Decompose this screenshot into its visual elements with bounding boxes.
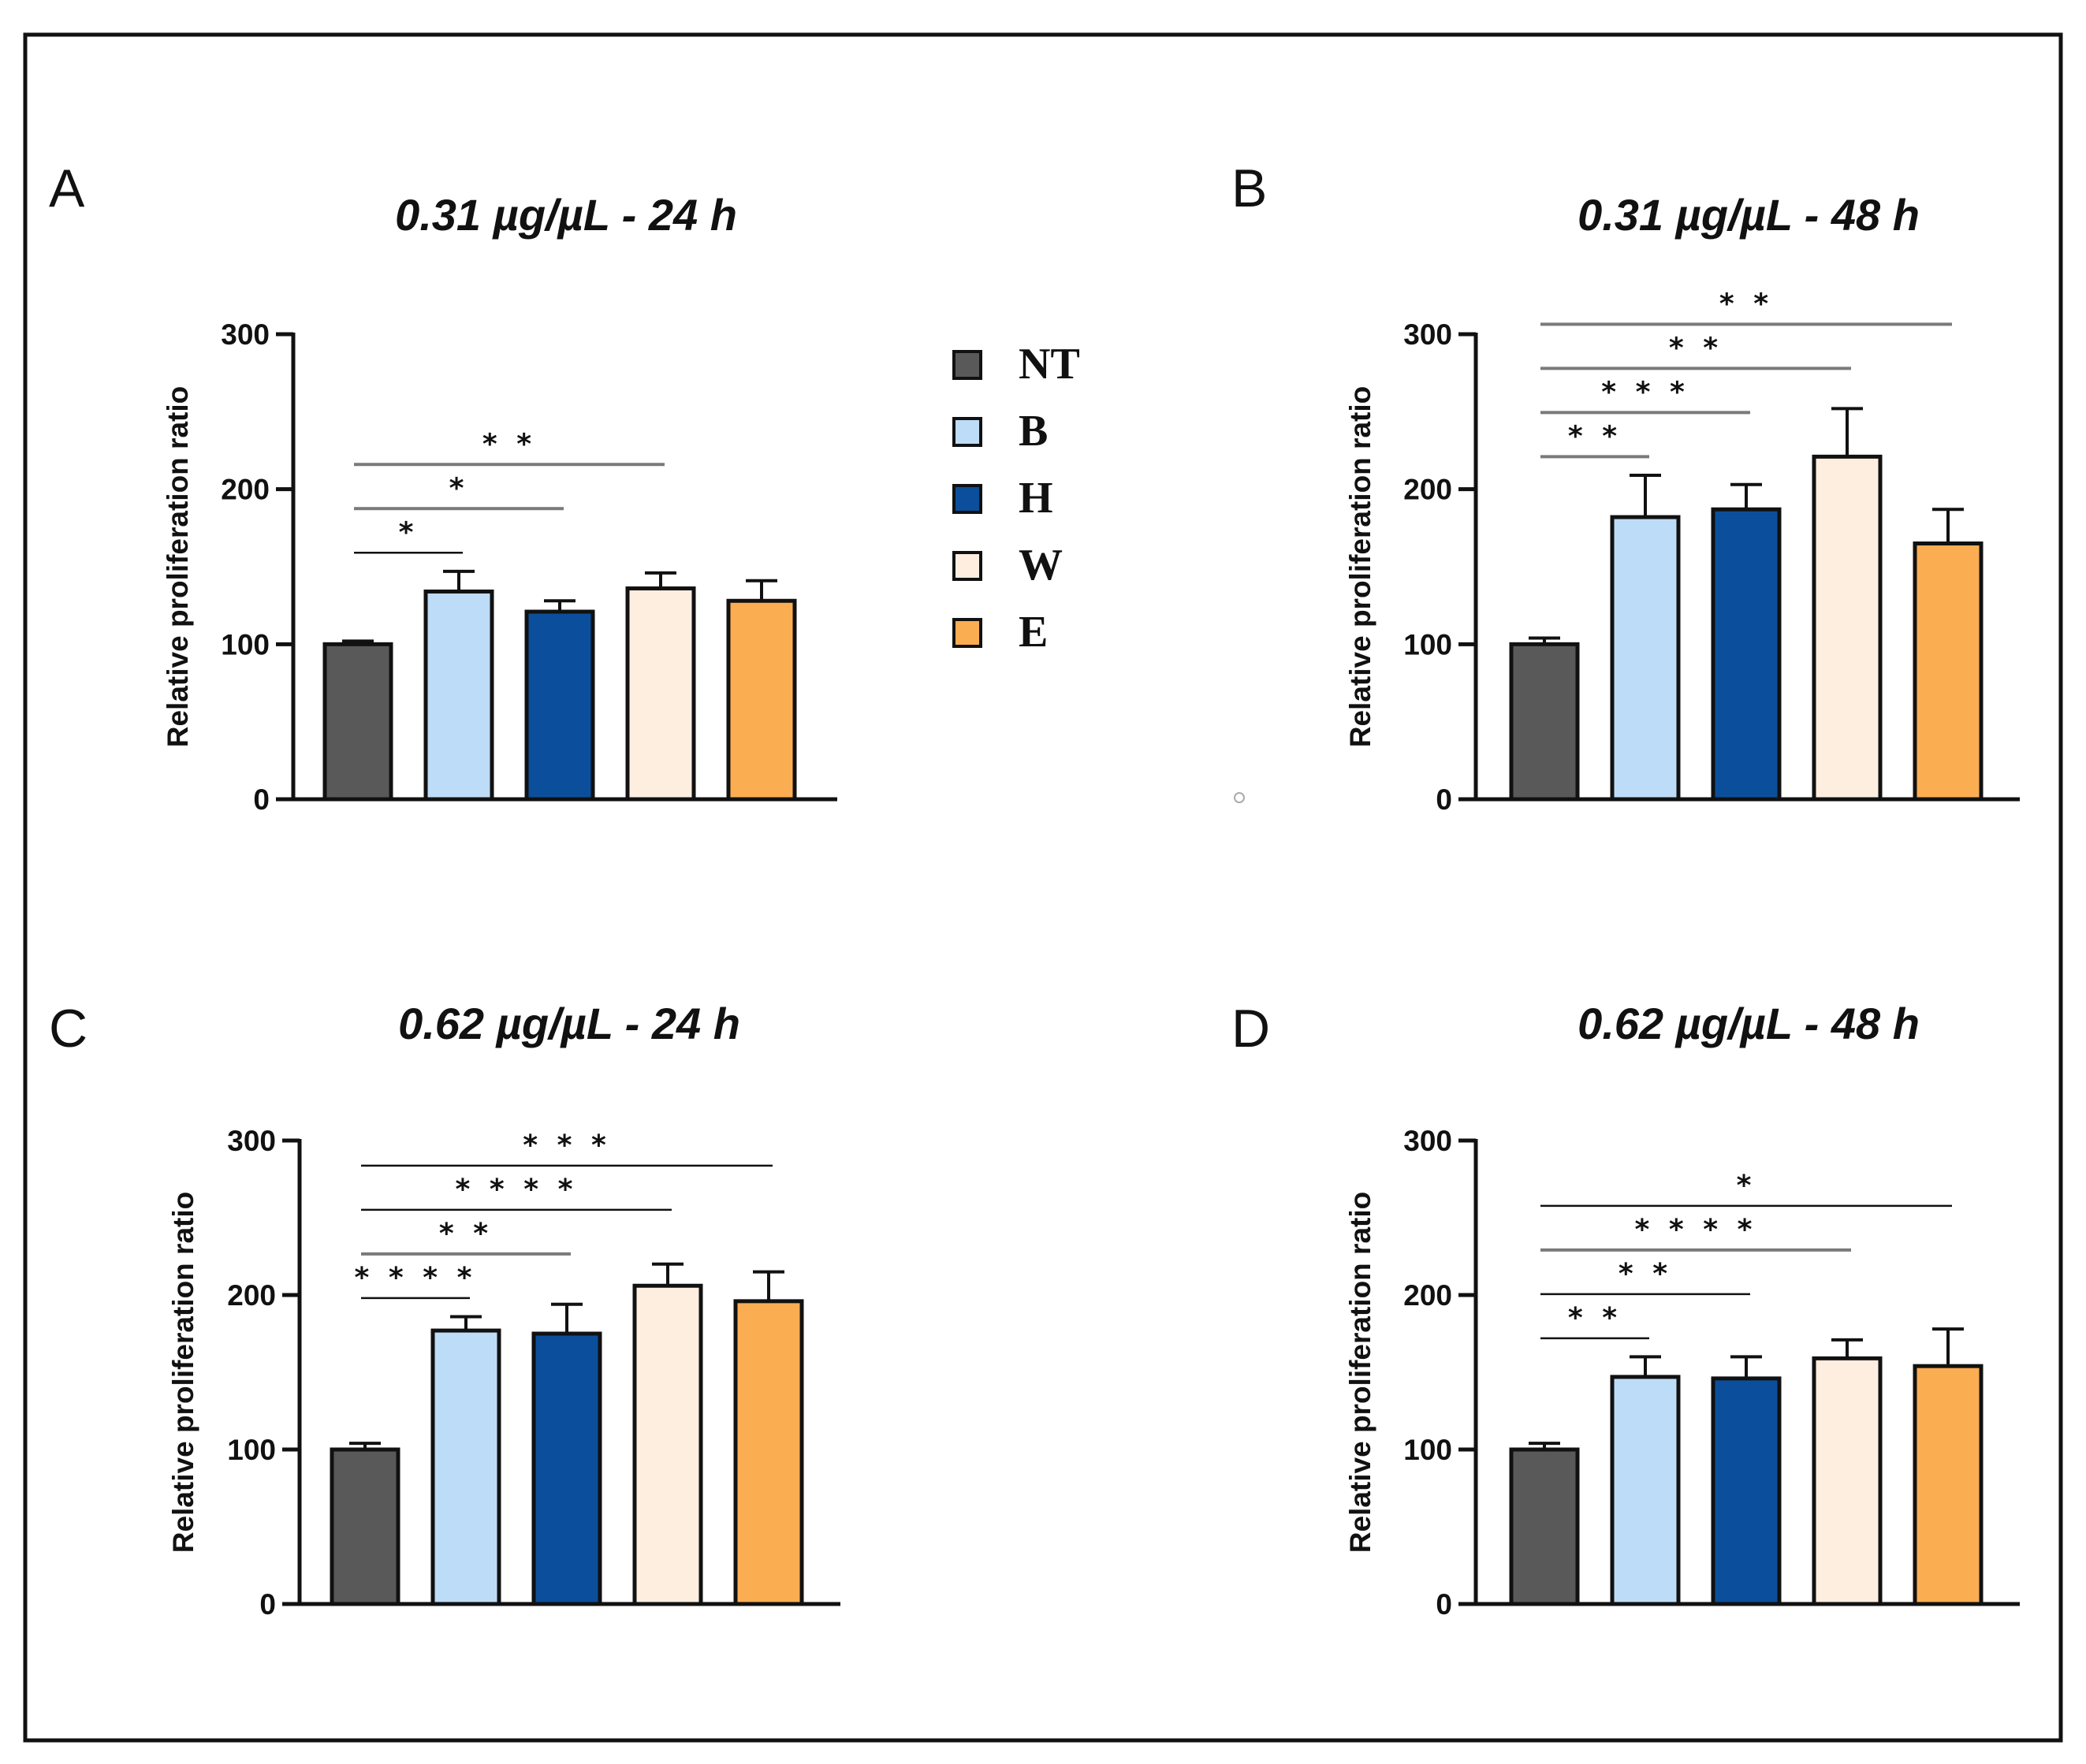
bar-b-w [1812,454,1883,802]
bar-a-e [726,598,797,802]
legend-item-e: E [952,608,1048,657]
significance-label-c-1: * * [439,1218,493,1250]
stray-dot [1234,792,1245,803]
bar-d-e [1913,1364,1984,1606]
bar-c-h [531,1331,602,1606]
panel-b: B 0.31 µg/µL - 48 h Relative proliferation… [1231,158,2020,816]
bar-d-h [1711,1376,1782,1606]
y-tick-label-b-1: 100 [1403,628,1452,661]
y-axis-label-b: Relative proliferation ratio [1344,386,1376,748]
bar-d-nt [1509,1447,1580,1606]
y-tick-label-c-2: 200 [227,1279,276,1312]
panel-c: C 0.62 µg/µL - 24 h Relative proliferation… [49,999,840,1621]
bar-c-w [632,1283,703,1606]
bar-a-nt [322,642,393,802]
bar-c-nt [330,1447,400,1606]
y-tick-label-c-3: 300 [227,1125,276,1157]
legend-label-h: H [1019,474,1053,523]
legend-label-nt: NT [1019,340,1080,389]
chart-title-a: 0.31 µg/µL - 24 h [395,190,737,240]
legend-item-h: H [952,474,1053,523]
legend-swatch-e [952,618,982,648]
chart-title-d: 0.62 µg/µL - 48 h [1578,999,1920,1048]
bar-c-b [430,1328,501,1606]
y-tick-label-d-3: 300 [1403,1125,1452,1157]
y-tick-label-a-1: 100 [221,628,270,661]
legend: NT B H W E [952,340,1080,657]
panel-a: A 0.31 µg/µL - 24 h Relative proliferation… [49,158,837,816]
panel-letter-a: A [49,158,85,218]
panel-d: D 0.62 µg/µL - 48 h Relative proliferation… [1231,999,2020,1621]
legend-swatch-nt [952,350,982,380]
y-axis-label-d: Relative proliferation ratio [1344,1192,1376,1554]
significance-label-d-0: * * [1568,1302,1622,1334]
significance-label-b-1: * * * [1601,376,1689,408]
y-tick-label-b-2: 200 [1403,474,1452,506]
y-axis-label-a: Relative proliferation ratio [162,386,194,748]
legend-label-b: B [1019,407,1048,456]
significance-label-a-0: * [399,516,419,549]
legend-label-e: E [1019,608,1048,657]
legend-swatch-h [952,484,982,514]
y-tick-label-a-0: 0 [253,783,270,816]
y-axis-label-c: Relative proliferation ratio [167,1192,199,1554]
legend-item-nt: NT [952,340,1080,389]
significance-label-d-2: * * * * [1635,1214,1757,1246]
significance-label-b-3: * * [1719,288,1773,320]
y-tick-label-b-3: 300 [1403,318,1452,351]
legend-item-w: W [952,541,1063,590]
y-tick-label-c-0: 0 [259,1588,276,1621]
bar-b-e [1913,541,1984,802]
y-tick-label-a-2: 200 [221,474,270,506]
bar-a-b [423,589,494,802]
significance-label-c-0: * * * * [355,1262,477,1294]
significance-label-a-2: * * [482,428,536,460]
legend-swatch-w [952,551,982,581]
significance-label-d-1: * * [1619,1258,1672,1290]
y-tick-label-b-0: 0 [1436,783,1452,816]
y-tick-label-a-3: 300 [221,318,270,351]
bar-b-h [1711,507,1782,802]
panel-letter-b: B [1231,158,1267,218]
chart-title-b: 0.31 µg/µL - 48 h [1578,190,1920,240]
bar-b-b [1610,515,1681,802]
y-tick-label-d-2: 200 [1403,1279,1452,1312]
significance-label-c-3: * * * [523,1129,611,1162]
significance-label-b-0: * * [1568,420,1622,452]
chart-title-c: 0.62 µg/µL - 24 h [398,999,740,1048]
legend-label-w: W [1019,541,1063,590]
panel-letter-d: D [1231,999,1270,1059]
y-tick-label-c-1: 100 [227,1434,276,1466]
bar-c-e [733,1299,804,1606]
bar-a-h [524,609,595,802]
significance-label-a-1: * [449,472,469,504]
bar-d-b [1610,1375,1681,1606]
bar-d-w [1812,1356,1883,1606]
panel-letter-c: C [49,999,88,1059]
significance-label-c-2: * * * * [456,1174,578,1206]
bar-a-w [625,586,696,802]
bar-b-nt [1509,642,1580,802]
panels: A 0.31 µg/µL - 24 h Relative proliferation… [49,158,2020,1621]
legend-item-b: B [952,407,1048,456]
y-tick-label-d-0: 0 [1436,1588,1452,1621]
legend-swatch-b [952,417,982,447]
y-tick-label-d-1: 100 [1403,1434,1452,1466]
significance-label-d-3: * [1737,1170,1756,1202]
significance-label-b-2: * * [1669,332,1723,364]
